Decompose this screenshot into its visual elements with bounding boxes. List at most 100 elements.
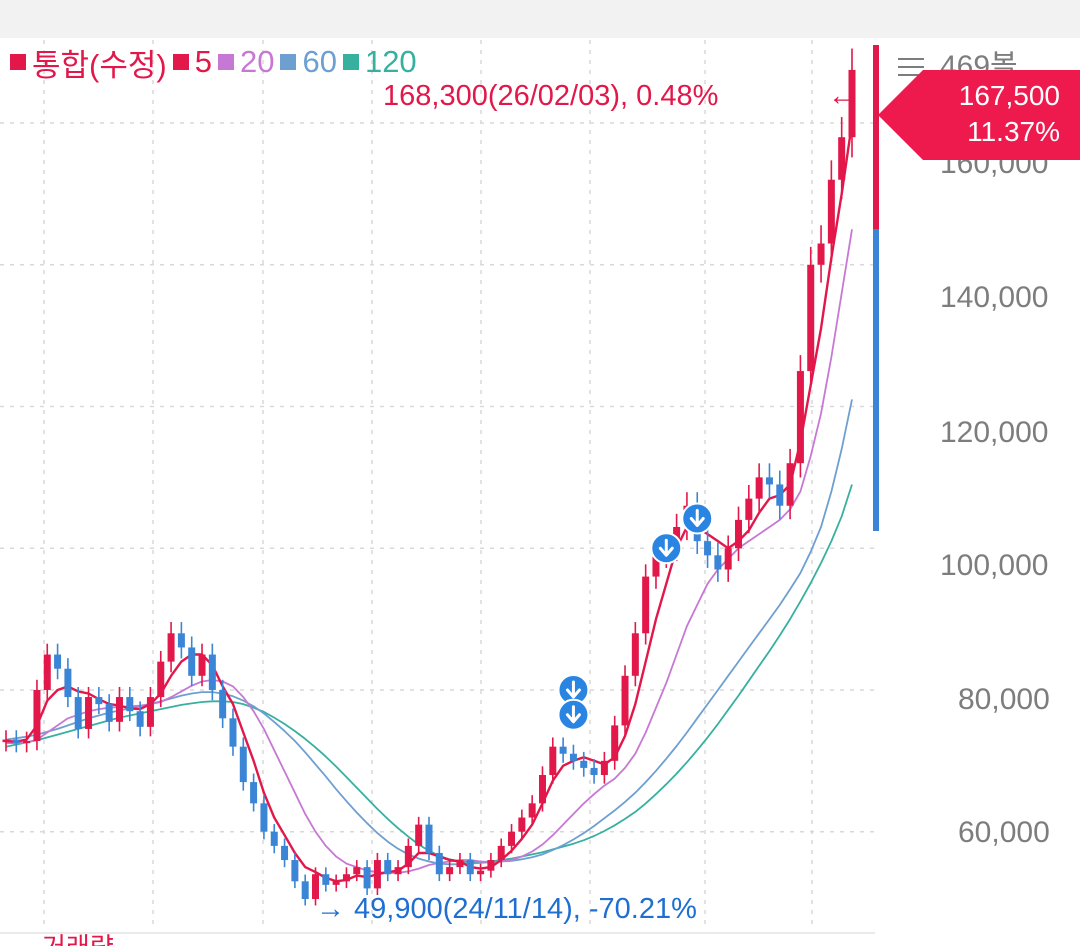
candle-body-9 [95, 697, 103, 705]
candle-body-27 [281, 845, 289, 861]
candle-body-25 [260, 803, 268, 832]
candle-body-53 [549, 746, 557, 776]
candle-body-28 [291, 860, 299, 882]
candle-body-22 [229, 718, 237, 747]
candle-body-37 [384, 860, 392, 875]
series-line-ma60 [5, 399, 853, 866]
candle-body-78 [807, 264, 815, 372]
price-chart[interactable] [0, 38, 875, 938]
candle-body-16 [167, 633, 175, 662]
candle-body-62 [642, 576, 650, 634]
candle-body-69 [714, 555, 722, 570]
candle-body-36 [373, 860, 381, 889]
low-arrow-icon: → [316, 893, 345, 925]
candle-body-35 [363, 867, 371, 889]
candle-body-54 [559, 746, 567, 754]
candle-body-5 [54, 654, 62, 669]
candle-body-44 [456, 860, 464, 868]
legend-swatch-ma20 [217, 54, 234, 70]
candle-body-77 [796, 371, 804, 464]
candle-body-75 [776, 484, 784, 506]
candle-body-58 [600, 760, 608, 776]
candle-body-60 [621, 675, 629, 726]
candle-body-61 [631, 633, 639, 676]
candle-body-57 [590, 767, 598, 776]
candle-body-11 [115, 697, 123, 722]
candle-body-8 [85, 697, 93, 729]
candle-layer [2, 48, 856, 906]
candle-body-72 [745, 498, 753, 520]
candle-body-2 [23, 740, 31, 744]
candle-body-42 [435, 852, 443, 875]
candle-body-38 [394, 867, 402, 875]
candle-body-80 [827, 179, 835, 244]
legend-item-ma120: 120 [342, 44, 417, 80]
candle-body-70 [724, 548, 732, 570]
candle-body-20 [208, 654, 216, 690]
legend-swatch-ma60 [280, 54, 297, 70]
legend-label-ma20: 20 [239, 44, 275, 79]
candle-body-12 [126, 697, 134, 712]
candle-body-23 [239, 746, 247, 783]
candle-body-48 [497, 845, 505, 861]
candle-body-56 [580, 760, 588, 768]
current-price-value: 167,500 [958, 80, 1060, 111]
candle-body-32 [332, 881, 340, 885]
candle-body-13 [136, 711, 144, 727]
candle-body-50 [518, 817, 526, 832]
candle-body-31 [322, 874, 330, 885]
signal-marker-arrow-2 [658, 538, 674, 557]
candle-body-81 [838, 137, 846, 180]
candle-body-29 [301, 881, 309, 900]
candle-body-45 [466, 860, 474, 875]
candle-body-73 [755, 477, 763, 499]
low-annotation: 49,900(24/11/14), -70.21% [354, 893, 697, 925]
current-price-change: 11.37% [967, 116, 1060, 147]
high-annotation: 168,300(26/02/03), 0.48% [383, 80, 719, 112]
candle-body-7 [74, 697, 82, 729]
chart-area[interactable] [0, 38, 875, 938]
candle-body-59 [611, 725, 619, 761]
candle-body-76 [786, 463, 794, 506]
legend-swatch-price [10, 54, 26, 70]
legend-swatch-ma120 [342, 54, 359, 70]
candle-body-30 [312, 874, 320, 900]
candle-body-1 [12, 739, 20, 744]
candle-body-74 [765, 477, 773, 485]
candle-body-34 [353, 867, 361, 875]
series-line-ma5 [5, 122, 854, 883]
legend-label-ma120: 120 [364, 44, 417, 79]
candle-body-10 [105, 704, 113, 722]
candle-body-26 [270, 831, 278, 846]
range-bar-upper [873, 45, 879, 229]
candle-body-47 [487, 860, 495, 871]
signal-marker-arrow-0 [565, 680, 581, 699]
legend-item-price: 통합(수정) [10, 40, 167, 85]
signal-marker-icon-1 [557, 698, 590, 731]
candle-body-51 [528, 803, 536, 818]
candle-body-24 [250, 782, 258, 804]
series-line-ma120 [5, 484, 853, 864]
signal-marker-arrow-3 [689, 508, 705, 527]
candle-body-41 [425, 824, 433, 853]
signal-marker-icon-2 [650, 532, 683, 565]
volume-divider [0, 932, 875, 934]
candle-body-49 [508, 831, 516, 846]
candle-body-46 [477, 870, 485, 875]
legend-swatch-ma5 [172, 54, 189, 70]
menu-icon[interactable] [898, 58, 924, 80]
candle-body-52 [538, 775, 546, 804]
range-bar-lower [873, 229, 879, 531]
signal-marker-layer [557, 502, 714, 731]
candle-body-19 [198, 654, 206, 676]
candle-body-71 [735, 519, 743, 549]
candle-body-18 [188, 647, 196, 676]
candle-body-14 [146, 697, 154, 727]
grid-layer [0, 40, 875, 930]
candle-body-15 [157, 661, 165, 698]
candle-body-21 [219, 689, 227, 719]
candle-body-82 [848, 69, 856, 138]
candle-body-6 [64, 668, 72, 698]
candle-body-68 [704, 541, 712, 556]
y-tick-label-120000: 120,000 [940, 416, 1049, 449]
